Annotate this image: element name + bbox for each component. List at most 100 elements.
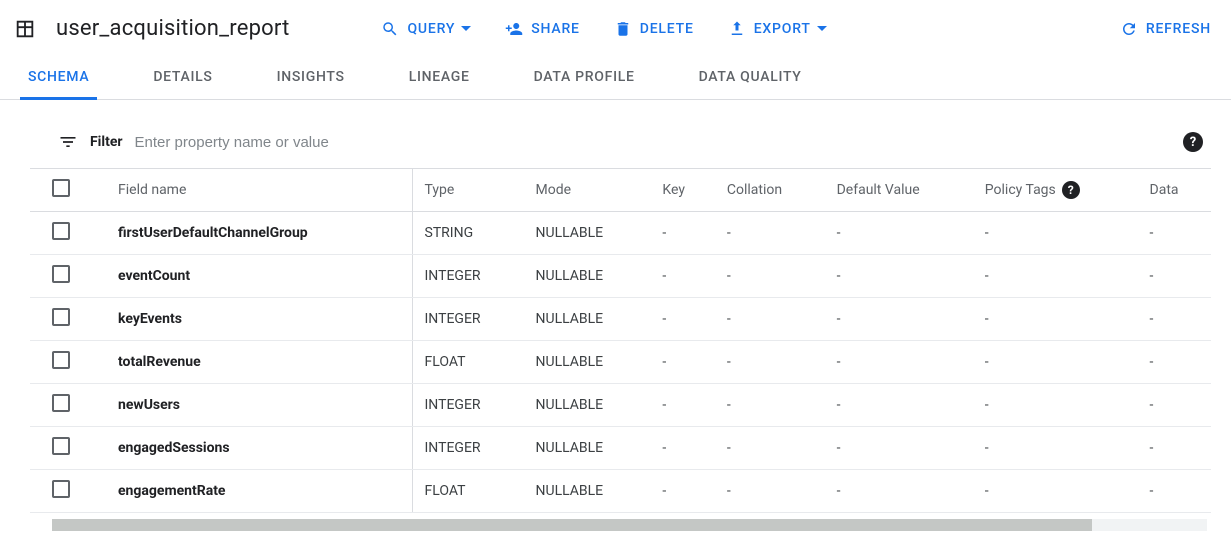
cell-type: STRING: [412, 212, 524, 255]
tab-insights[interactable]: INSIGHTS: [269, 57, 353, 100]
cell-key: -: [650, 255, 714, 298]
share-button[interactable]: SHARE: [505, 20, 580, 38]
filter-input[interactable]: [135, 134, 1171, 151]
header-key[interactable]: Key: [650, 169, 714, 212]
header-mode[interactable]: Mode: [524, 169, 651, 212]
cell-data: -: [1138, 255, 1211, 298]
cell-data: -: [1138, 298, 1211, 341]
row-checkbox[interactable]: [52, 394, 70, 412]
chevron-down-icon: [817, 26, 827, 31]
horizontal-scrollbar[interactable]: [52, 519, 1207, 531]
header-type[interactable]: Type: [412, 169, 524, 212]
cell-policy: -: [973, 212, 1138, 255]
cell-type: FLOAT: [412, 341, 524, 384]
tab-data-quality[interactable]: DATA QUALITY: [691, 57, 810, 100]
refresh-button[interactable]: REFRESH: [1120, 20, 1211, 38]
tab-details[interactable]: DETAILS: [145, 57, 220, 100]
tab-data-profile[interactable]: DATA PROFILE: [526, 57, 643, 100]
filter-icon: [58, 132, 78, 152]
cell-mode: NULLABLE: [524, 255, 651, 298]
row-checkbox[interactable]: [52, 265, 70, 283]
cell-data: -: [1138, 470, 1211, 513]
row-checkbox[interactable]: [52, 480, 70, 498]
cell-type: INTEGER: [412, 255, 524, 298]
schema-table: Field name Type Mode Key Collation Defau…: [30, 168, 1211, 513]
header-policy-tags-label: Policy Tags: [985, 182, 1056, 198]
row-checkbox[interactable]: [52, 308, 70, 326]
header-checkbox-cell: [30, 169, 82, 212]
scrollbar-thumb[interactable]: [52, 519, 1092, 531]
tab-lineage[interactable]: LINEAGE: [401, 57, 478, 100]
tab-schema[interactable]: SCHEMA: [20, 57, 97, 100]
cell-field-name: totalRevenue: [82, 341, 412, 384]
search-icon: [381, 20, 399, 38]
table-icon: [14, 18, 36, 40]
header-field-name[interactable]: Field name: [82, 169, 412, 212]
cell-collation: -: [715, 212, 825, 255]
table-row: eventCountINTEGERNULLABLE-----: [30, 255, 1211, 298]
cell-mode: NULLABLE: [524, 212, 651, 255]
cell-default: -: [825, 341, 973, 384]
schema-content: Filter ? Field name Type Mode Key Collat…: [0, 100, 1231, 531]
table-row: keyEventsINTEGERNULLABLE-----: [30, 298, 1211, 341]
cell-policy: -: [973, 255, 1138, 298]
row-checkbox[interactable]: [52, 222, 70, 240]
cell-field-name: firstUserDefaultChannelGroup: [82, 212, 412, 255]
header-default-value[interactable]: Default Value: [825, 169, 973, 212]
cell-field-name: keyEvents: [82, 298, 412, 341]
help-icon[interactable]: ?: [1062, 181, 1080, 199]
header-collation[interactable]: Collation: [715, 169, 825, 212]
cell-key: -: [650, 427, 714, 470]
schema-table-wrap: Field name Type Mode Key Collation Defau…: [30, 168, 1211, 513]
delete-button[interactable]: DELETE: [614, 20, 694, 38]
cell-collation: -: [715, 298, 825, 341]
cell-key: -: [650, 470, 714, 513]
page-title: user_acquisition_report: [56, 16, 289, 41]
table-header-row: Field name Type Mode Key Collation Defau…: [30, 169, 1211, 212]
cell-key: -: [650, 212, 714, 255]
export-icon: [728, 20, 746, 38]
select-all-checkbox[interactable]: [52, 179, 70, 197]
cell-collation: -: [715, 255, 825, 298]
cell-mode: NULLABLE: [524, 427, 651, 470]
table-row: engagementRateFLOATNULLABLE-----: [30, 470, 1211, 513]
tabs: SCHEMA DETAILS INSIGHTS LINEAGE DATA PRO…: [0, 57, 1231, 100]
table-row: newUsersINTEGERNULLABLE-----: [30, 384, 1211, 427]
cell-default: -: [825, 384, 973, 427]
row-checkbox[interactable]: [52, 437, 70, 455]
cell-key: -: [650, 384, 714, 427]
cell-data: -: [1138, 341, 1211, 384]
cell-type: INTEGER: [412, 427, 524, 470]
cell-field-name: newUsers: [82, 384, 412, 427]
cell-type: FLOAT: [412, 470, 524, 513]
cell-policy: -: [973, 384, 1138, 427]
cell-field-name: engagementRate: [82, 470, 412, 513]
export-label: EXPORT: [754, 21, 811, 37]
header-actions: QUERY SHARE DELETE EXPORT: [381, 20, 826, 38]
person-add-icon: [505, 20, 523, 38]
filter-bar: Filter ?: [30, 124, 1211, 168]
cell-collation: -: [715, 341, 825, 384]
delete-label: DELETE: [640, 21, 694, 37]
refresh-label: REFRESH: [1146, 21, 1211, 37]
share-label: SHARE: [531, 21, 580, 37]
cell-default: -: [825, 470, 973, 513]
cell-field-name: eventCount: [82, 255, 412, 298]
row-checkbox[interactable]: [52, 351, 70, 369]
export-button[interactable]: EXPORT: [728, 20, 827, 38]
cell-collation: -: [715, 470, 825, 513]
query-button[interactable]: QUERY: [381, 20, 471, 38]
cell-type: INTEGER: [412, 384, 524, 427]
query-label: QUERY: [407, 21, 455, 37]
cell-data: -: [1138, 212, 1211, 255]
cell-policy: -: [973, 470, 1138, 513]
cell-mode: NULLABLE: [524, 384, 651, 427]
cell-data: -: [1138, 427, 1211, 470]
cell-default: -: [825, 298, 973, 341]
cell-default: -: [825, 427, 973, 470]
help-icon[interactable]: ?: [1183, 132, 1203, 152]
header-data[interactable]: Data: [1138, 169, 1211, 212]
header-policy-tags[interactable]: Policy Tags ?: [973, 169, 1138, 212]
cell-policy: -: [973, 427, 1138, 470]
cell-default: -: [825, 255, 973, 298]
